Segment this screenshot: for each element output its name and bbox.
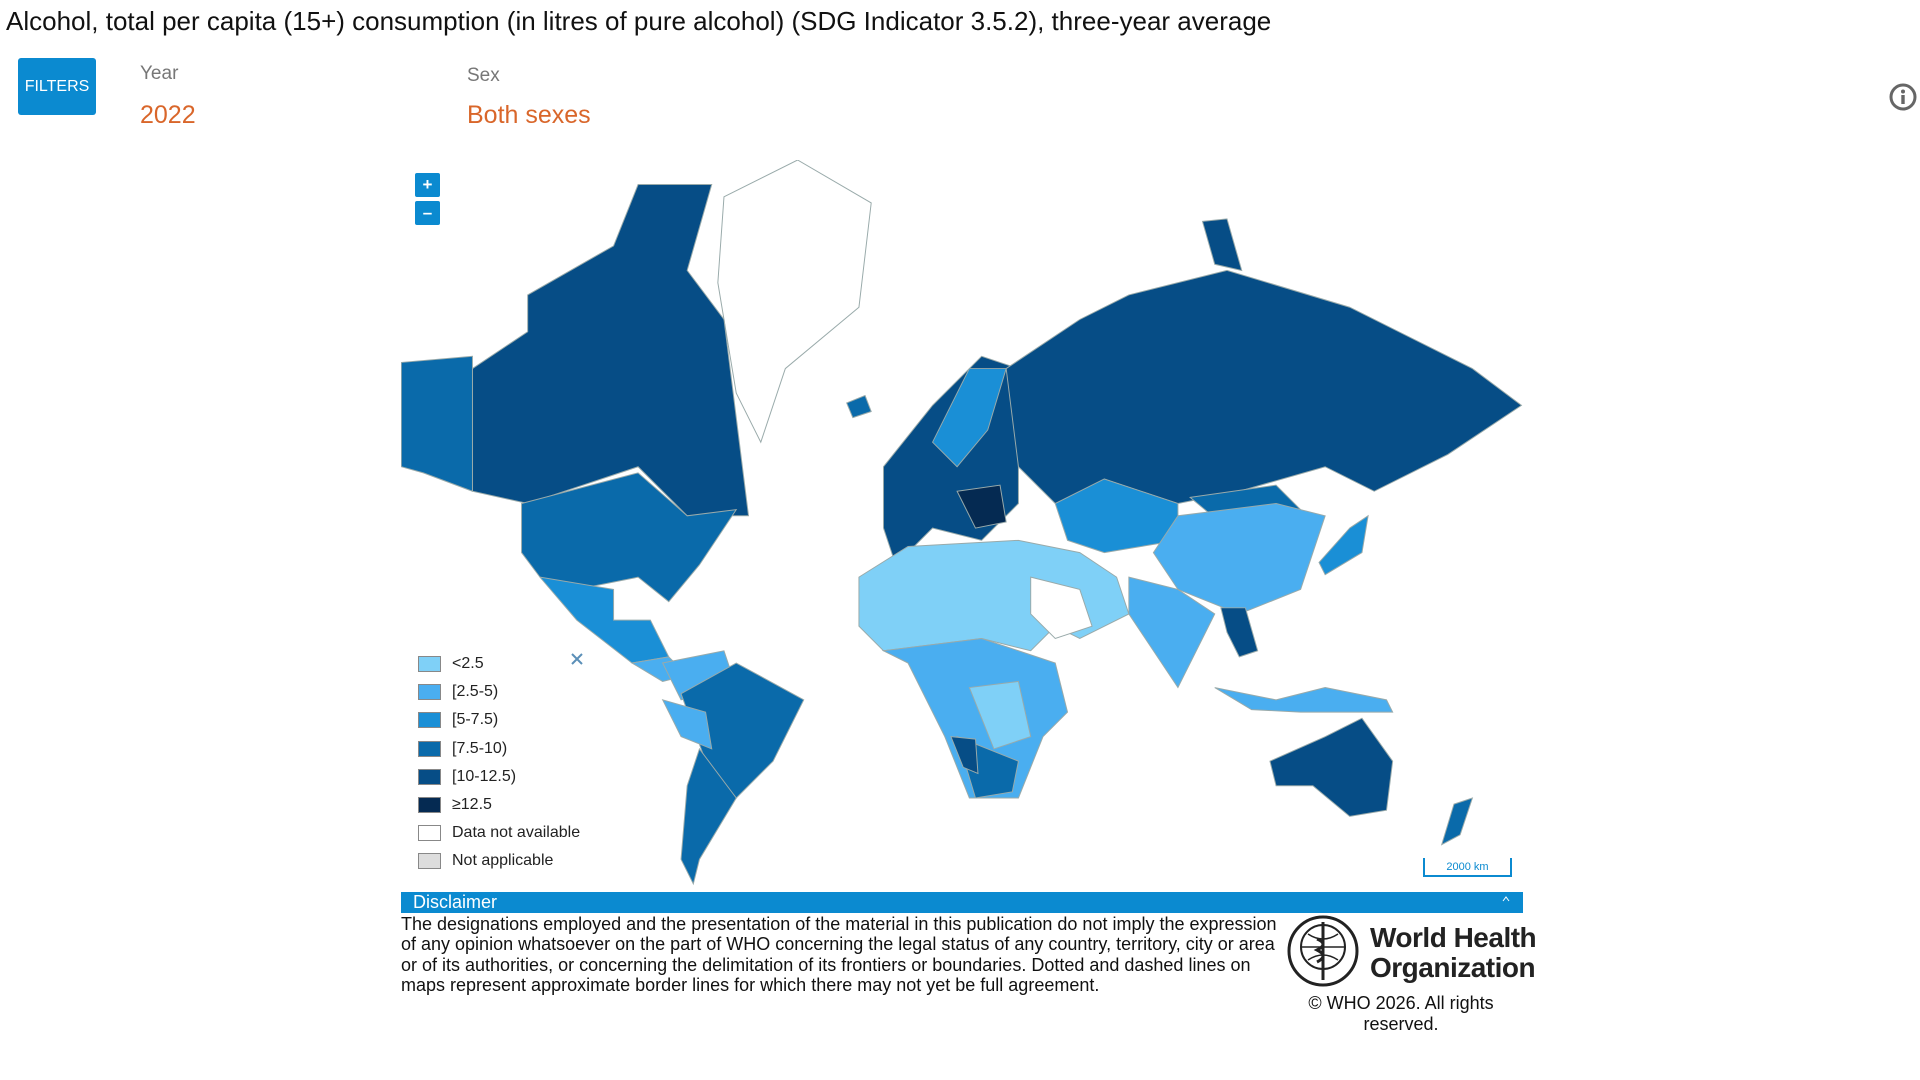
legend-item: Data not available	[418, 819, 580, 847]
legend-label: [7.5-10)	[452, 739, 508, 757]
legend-label: [5-7.5)	[452, 711, 499, 729]
legend-label: <2.5	[452, 655, 484, 673]
legend-swatch	[418, 740, 441, 757]
disclaimer-bar[interactable]: Disclaimer	[401, 892, 1523, 913]
zoom-out[interactable]: –	[415, 201, 440, 225]
legend-item: <2.5	[418, 650, 580, 678]
legend-swatch	[418, 712, 441, 729]
legend-item: ≥12.5	[418, 791, 580, 819]
who-logo-text: World Health Organization	[1370, 922, 1537, 983]
legend-swatch	[418, 853, 441, 870]
who-emblem	[1287, 915, 1359, 987]
legend-label: ≥12.5	[452, 796, 492, 814]
legend-label: [10-12.5)	[452, 767, 517, 785]
info-icon[interactable]	[1888, 82, 1918, 112]
world-map[interactable]	[401, 160, 1523, 890]
legend-swatch	[418, 825, 441, 842]
legend-item: [10-12.5)	[418, 763, 580, 791]
copyright: © WHO 2026. All rights reserved.	[1308, 993, 1494, 1034]
legend-label: [2.5-5)	[452, 683, 499, 701]
legend-item: [7.5-10)	[418, 735, 580, 763]
legend-close[interactable]	[569, 651, 585, 667]
disclaimer-text: The designations employed and the presen…	[401, 914, 1277, 995]
collapse-icon[interactable]	[1501, 895, 1511, 903]
legend-item: [2.5-5)	[418, 678, 580, 706]
logo-line: Organization	[1370, 952, 1536, 983]
legend-item: [5-7.5)	[418, 706, 580, 734]
legend-swatch	[418, 797, 441, 814]
sex-label: Sex	[467, 65, 500, 86]
legend: <2.5 [2.5-5) [5-7.5) [7.5-10) [10-12.5) ≥12.5…	[418, 650, 580, 876]
legend-label: Data not available	[452, 824, 581, 842]
legend-swatch	[418, 684, 441, 701]
legend-label: Not applicable	[452, 852, 554, 870]
year-label: Year	[140, 63, 179, 84]
filters-button[interactable]: FILTERS	[18, 58, 96, 115]
year-value[interactable]: 2022	[140, 101, 196, 129]
scale-bar: 2000 km	[1423, 858, 1512, 877]
page-title: Alcohol, total per capita (15+) consumpt…	[6, 6, 1272, 36]
zoom-in[interactable]: +	[415, 173, 440, 197]
logo-line: World Health	[1370, 922, 1537, 953]
disclaimer-title: Disclaimer	[413, 892, 498, 912]
legend-item: Not applicable	[418, 847, 580, 875]
legend-swatch	[418, 656, 441, 673]
legend-swatch	[418, 768, 441, 785]
sex-value[interactable]: Both sexes	[467, 101, 591, 129]
